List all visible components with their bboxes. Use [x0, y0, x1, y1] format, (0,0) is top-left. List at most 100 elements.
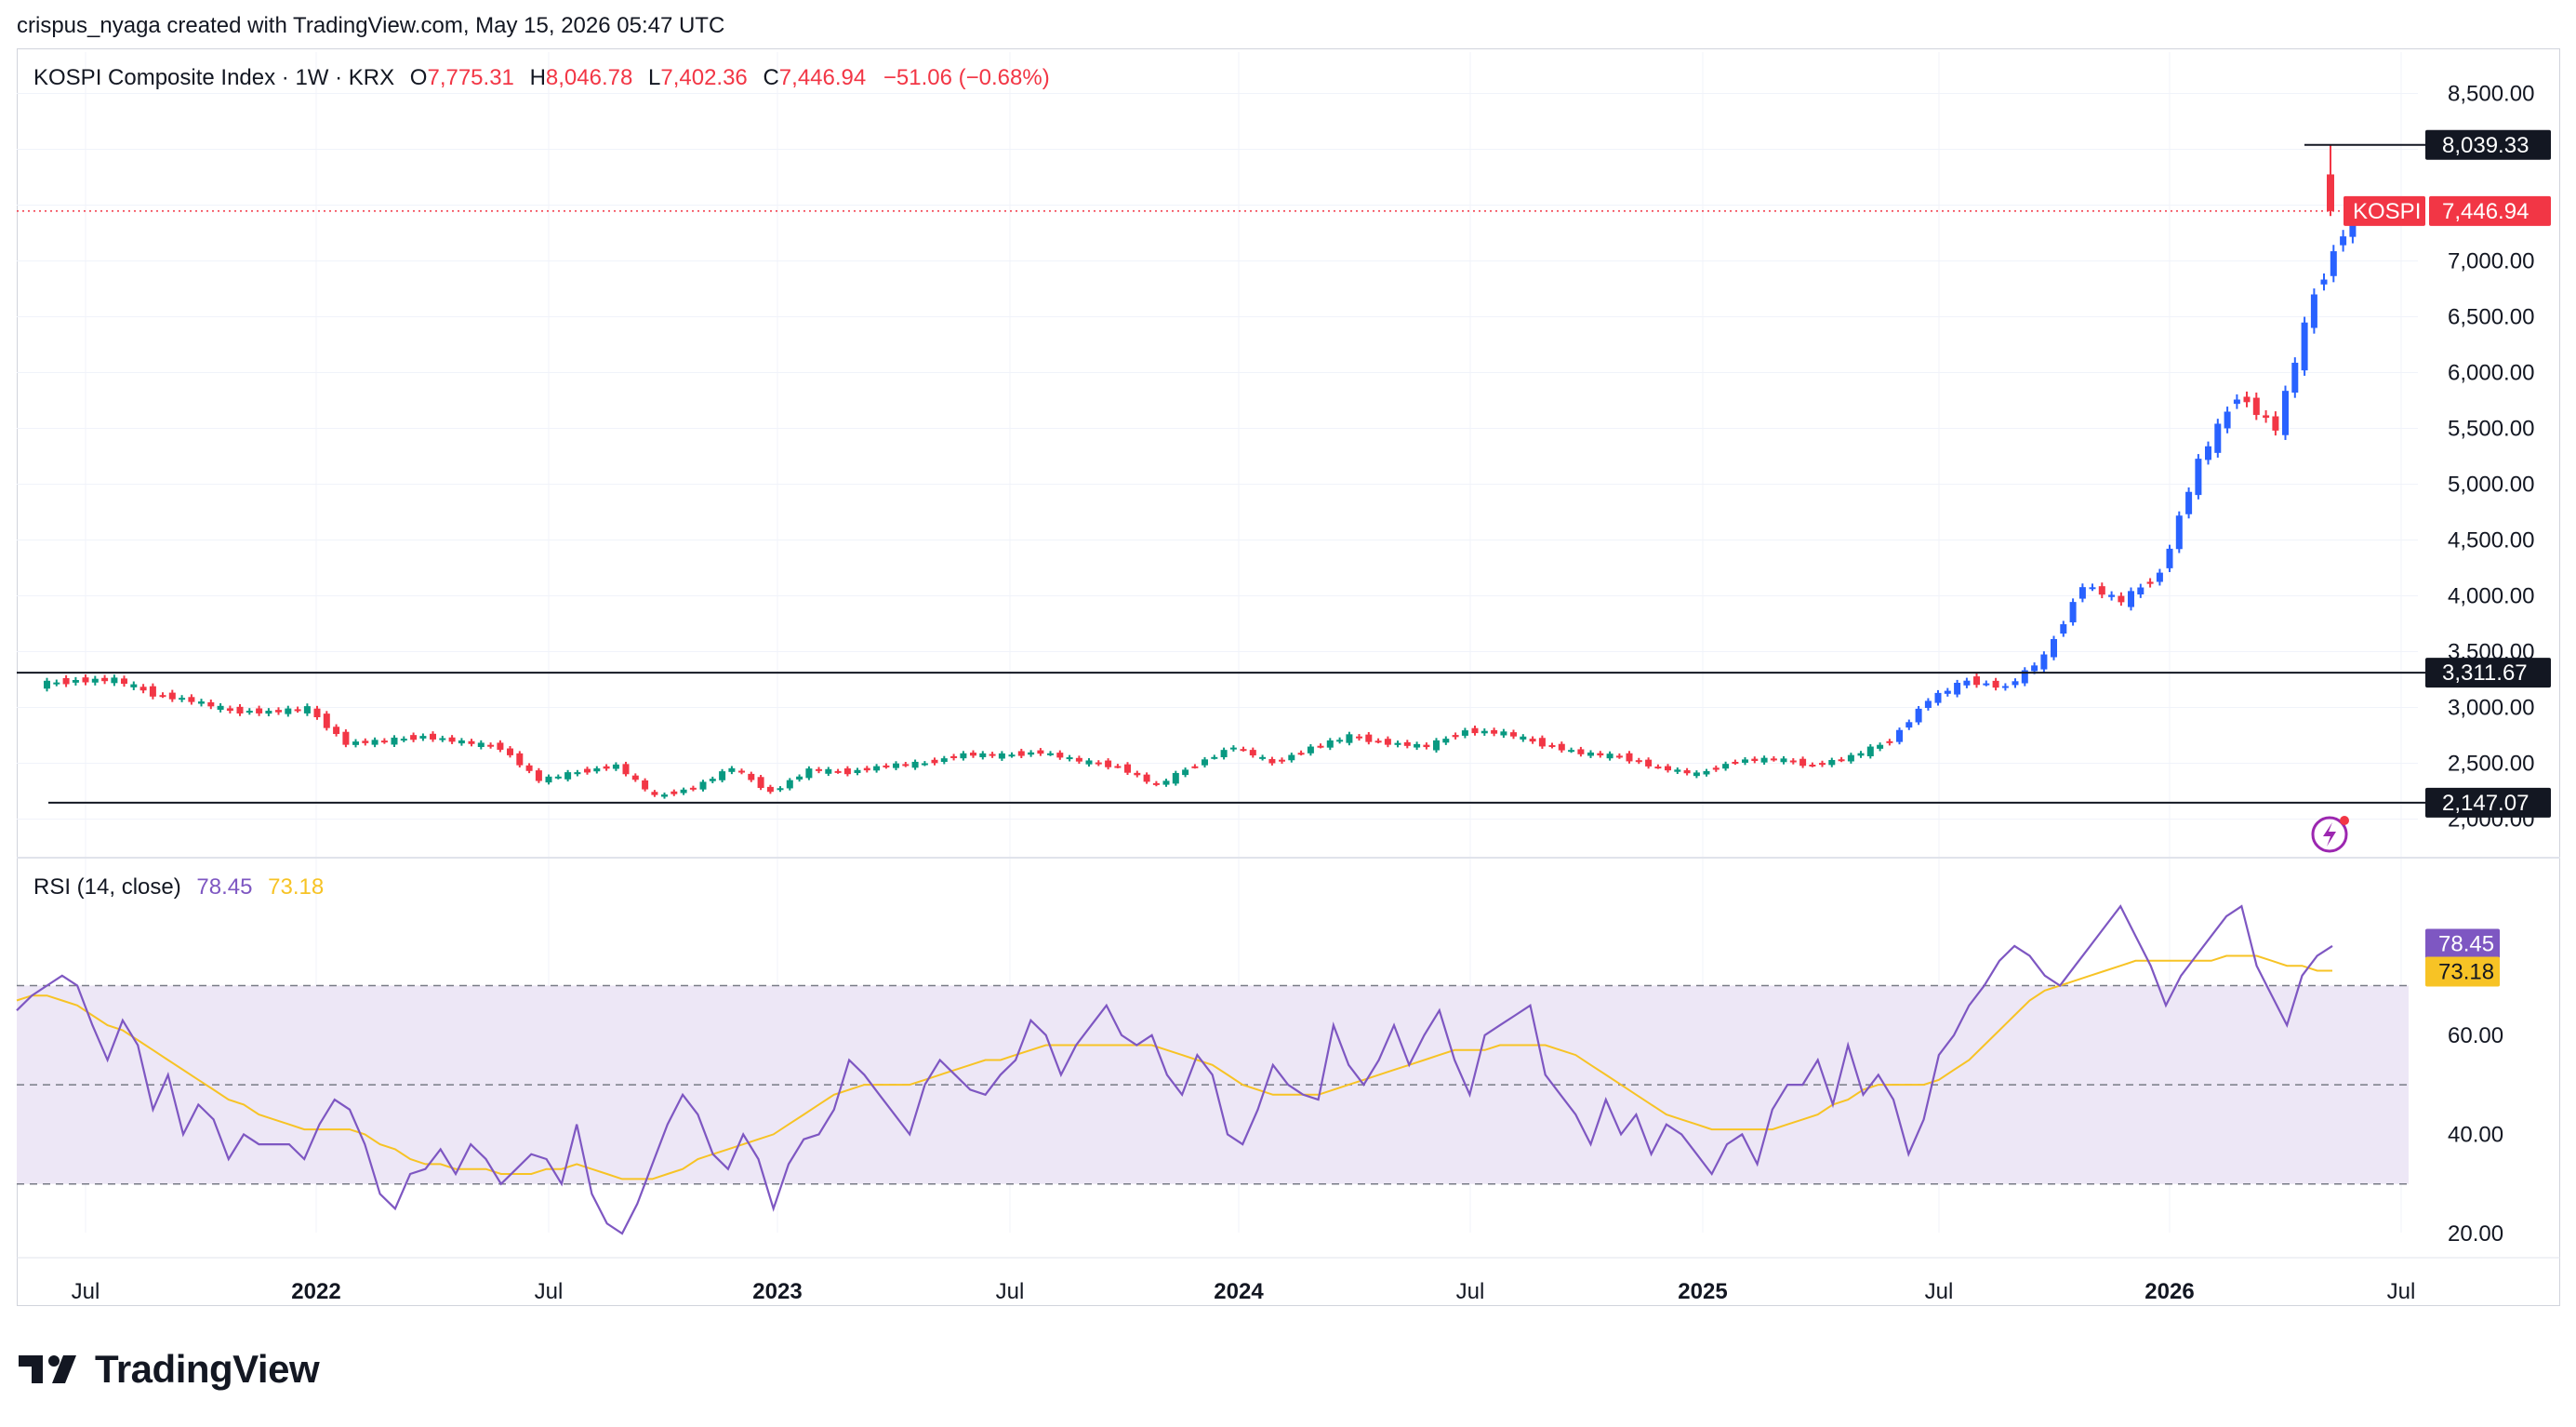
price-tick-label: 8,500.00: [2448, 82, 2534, 107]
candle-body: [1954, 683, 1961, 695]
candle-body: [902, 764, 910, 767]
open-label: O: [409, 65, 428, 90]
candle-body: [1529, 739, 1536, 742]
price-tick-label: 7,000.00: [2448, 249, 2534, 274]
symbol-badge-bg: [2344, 195, 2425, 226]
candle-body: [1944, 690, 1951, 694]
candle-body: [2310, 294, 2317, 328]
candle-body: [1789, 760, 1797, 763]
candle-body: [256, 708, 263, 714]
candle-body: [545, 776, 552, 783]
candle-body: [303, 706, 311, 714]
candle-body: [2128, 591, 2134, 607]
candle-body: [2166, 548, 2173, 568]
candle-body: [507, 748, 513, 755]
change-value: −51.06 (−0.68%): [883, 65, 1050, 90]
candle-body: [468, 740, 475, 744]
candle-body: [2060, 624, 2067, 634]
flash-icon-ring: [2311, 816, 2348, 853]
candle-body: [2185, 491, 2193, 514]
candle-body: [1297, 753, 1305, 755]
high-label: H: [529, 65, 546, 90]
candle-body: [1240, 749, 1247, 752]
candle-body: [2291, 362, 2299, 393]
candle-body: [1510, 732, 1517, 737]
level-label-3311-bg: [2425, 658, 2551, 688]
candle-body: [1365, 734, 1373, 742]
level-label-8039-bg: [2425, 129, 2551, 160]
rsi-title: RSI (14, close): [33, 874, 181, 900]
candle-body: [796, 776, 803, 780]
candle-body: [188, 697, 195, 702]
flash-icon: [2311, 816, 2349, 853]
time-tick-label: 2025: [1678, 1279, 1727, 1304]
rsi-ma-value: 73.18: [268, 874, 325, 900]
candle-body: [863, 767, 870, 771]
candle-body: [1568, 750, 1575, 753]
candle-body: [786, 780, 793, 789]
candle-body: [1249, 750, 1256, 756]
candle-body: [1414, 743, 1421, 748]
candle-body: [1992, 680, 1999, 688]
candle-body: [1934, 692, 1942, 703]
candle-body: [1742, 759, 1748, 763]
candle-body: [1828, 759, 1836, 766]
candle-body: [1770, 758, 1777, 761]
chart-frame: [17, 48, 2560, 1306]
candle-body: [1760, 757, 1768, 763]
candle-body: [1008, 754, 1016, 757]
candle-body: [1356, 736, 1362, 739]
candle-body: [651, 792, 658, 795]
rsi-legend: RSI (14, close) 78.45 73.18: [33, 874, 324, 900]
candle-body: [1442, 739, 1450, 743]
tradingview-logo-text: TradingView: [95, 1347, 320, 1391]
candle-body: [1693, 772, 1700, 777]
candle-body: [1279, 759, 1285, 762]
candle-body: [1780, 758, 1787, 763]
candle-body: [873, 766, 881, 771]
candle-body: [1703, 770, 1710, 775]
candle-body: [1606, 754, 1613, 759]
candle-body: [1202, 759, 1208, 766]
last-price-badge: 7,446.94: [2442, 199, 2529, 224]
candle-body: [680, 789, 687, 794]
candle-body: [1172, 772, 1179, 784]
candle-body: [294, 709, 301, 712]
candle-body: [72, 680, 79, 683]
price-tick-label: 4,500.00: [2448, 528, 2534, 553]
candle-body: [91, 678, 99, 683]
time-tick-label: Jul: [2387, 1279, 2416, 1304]
candle-body: [2263, 415, 2270, 419]
candle-body: [2021, 670, 2028, 684]
candle-body: [380, 740, 388, 743]
candle-body: [121, 678, 127, 685]
rsi-ma-badge-bg: [2425, 956, 2500, 987]
candle-body: [226, 708, 233, 712]
candle-body: [2078, 587, 2086, 599]
candle-body: [139, 687, 147, 691]
candle-body: [1683, 770, 1691, 774]
candle-body: [275, 710, 282, 713]
flash-icon-bolt: [2323, 822, 2336, 847]
candle-body: [1288, 754, 1295, 761]
last-price-badge-bg: [2429, 195, 2551, 226]
candle-body: [950, 755, 958, 758]
candle-body: [2108, 594, 2116, 597]
tradingview-logo[interactable]: TradingView: [19, 1347, 320, 1392]
candle-body: [893, 763, 899, 768]
candle-body: [1317, 745, 1324, 748]
candle-body: [1635, 760, 1642, 763]
candle-body: [477, 742, 485, 748]
candle-body: [323, 714, 330, 728]
candle-body: [1075, 757, 1082, 762]
candle-body: [179, 698, 186, 700]
candle-body: [1384, 739, 1391, 745]
candle-body: [2089, 587, 2096, 590]
candle-body: [1374, 740, 1382, 743]
candle-body: [1963, 680, 1971, 686]
candle-body: [1626, 753, 1633, 762]
candle-body: [207, 701, 215, 707]
candle-body: [757, 777, 764, 789]
candle-body: [1491, 729, 1498, 734]
